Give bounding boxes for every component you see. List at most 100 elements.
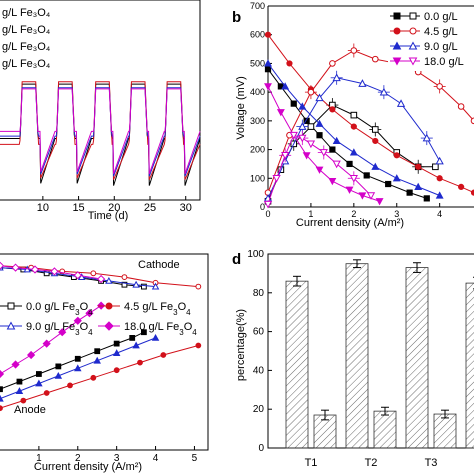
panel-c-cathode-point <box>151 282 160 290</box>
panel-c-anode-point <box>93 356 101 364</box>
panel-a-series-line <box>0 88 201 175</box>
panel-b-power-point <box>319 149 328 157</box>
panel-b-x-tick-label: 4 <box>437 209 442 219</box>
panel-a-x-axis-label: Time (d) <box>88 210 129 222</box>
panel-c-anode-point <box>15 387 24 394</box>
panel-b-polarization-point <box>281 82 290 90</box>
panel-b-polarization-point <box>329 106 336 113</box>
panel-c-anode-point <box>54 371 63 379</box>
panel-b-legend-marker-filled <box>392 57 402 66</box>
panel-d-y-tick-label: 80 <box>253 288 265 299</box>
panel-c-anode-point <box>11 360 20 369</box>
panel-a-x-tick-label: 10 <box>37 202 49 214</box>
panel-b-polarization-point <box>345 186 354 194</box>
panel-b-legend-label: 9.0 g/L <box>424 41 458 53</box>
panel-c-legend-text: O <box>80 301 89 313</box>
panel-d-bar <box>345 263 369 449</box>
panel-c-anode-point <box>151 333 160 341</box>
panel-c-legend-subscript: 3 <box>173 308 178 317</box>
panel-b-power-point <box>358 79 367 87</box>
panel-b-polarization-point <box>346 160 353 168</box>
panel-c-anode-point <box>140 329 147 336</box>
panel-b-polarization-point <box>264 31 272 38</box>
panel-b-polarization-point <box>316 132 323 139</box>
panel-b-legend-marker-open <box>409 27 417 35</box>
panel-c-anode-point <box>195 342 202 349</box>
panel-c-legend-subscript: 4 <box>88 328 93 337</box>
panel-c-anode-point <box>74 355 81 362</box>
panel-b-power-point <box>470 117 474 125</box>
panel-a-legend-entry: g/L Fe₃O₄ <box>2 58 51 70</box>
panel-b-polarization-point <box>372 137 379 145</box>
panel-d-y-tick-label: 40 <box>253 365 265 376</box>
panel-c-cathode-point <box>73 271 82 280</box>
panel-a-legend-entry: g/L Fe₃O₄ <box>2 24 51 36</box>
panel-b-power-point <box>350 111 358 119</box>
panel-b-power-point <box>329 60 336 67</box>
panel-c-anode-point <box>90 374 97 381</box>
panel-c-annotation-cathode: Cathode <box>138 259 180 271</box>
panel-a: g/L Fe₃O₄ g/L Fe₃O₄ g/L Fe₃O₄ g/L Fe₃O₄ 10… <box>0 0 201 222</box>
panel-b-polarization-point <box>363 172 370 179</box>
panel-c-legend-label: 4.5 g/L Fe3O4 <box>124 301 191 317</box>
panel-c-legend-subscript: 4 <box>88 308 93 317</box>
panel-a-x-tick-label: 25 <box>144 202 156 214</box>
panel-d-frame <box>267 253 474 449</box>
panel-c-anode-point <box>113 340 120 347</box>
panel-c-anode-point <box>16 378 23 385</box>
panel-b-legend-marker-open <box>408 41 418 50</box>
panel-c-anode-point <box>160 352 167 358</box>
panel-c-legend-subscript: 3 <box>75 328 80 337</box>
panel-d-bars: T1T2T3T4 <box>285 259 474 469</box>
panel-b-polarization-point <box>358 192 367 200</box>
panel-d-bar <box>433 413 457 449</box>
panel-b-power-point <box>436 83 443 90</box>
panel-a-legend: g/L Fe₃O₄ g/L Fe₃O₄ g/L Fe₃O₄ g/L Fe₃O₄ <box>2 7 51 70</box>
panel-c-legend-marker <box>6 321 16 330</box>
panel-b-power-point <box>366 192 376 200</box>
panel-b-polarization-point <box>375 198 384 206</box>
panel-c-x-tick-label: 4 <box>153 453 159 464</box>
panel-b-power-point <box>350 47 358 54</box>
panel-b-polarization-point <box>435 191 444 199</box>
panel-c-x-tick-label: 3 <box>114 453 120 464</box>
panel-b-power-point <box>272 174 281 183</box>
panel-b-power-point <box>332 73 341 82</box>
panel-d-y-tick-label: 20 <box>253 404 265 415</box>
panel-c-legend-text: O <box>80 321 89 333</box>
panel-c-annotation-anode: Anode <box>14 404 46 416</box>
panel-c-anode-point <box>113 367 120 374</box>
panel-b-power-point <box>315 93 324 102</box>
panel-b-polarization-point <box>286 60 293 67</box>
panel-b-power-point <box>332 160 341 169</box>
panel-d-y-tick-label: 100 <box>247 249 264 260</box>
panel-c-cathode-point <box>121 274 128 281</box>
panel-c-legend-text: O <box>178 301 187 313</box>
panel-b-y-axis-label: Voltage (mV) <box>235 76 247 140</box>
panel-c-anode-point <box>20 397 27 404</box>
panel-b-legend-marker-filled <box>393 27 401 35</box>
panel-b-power-point <box>349 174 358 183</box>
panel-b-power-point <box>379 87 389 96</box>
panel-c-cathode-point <box>121 281 128 288</box>
panel-c-anode-point <box>35 379 43 387</box>
panel-b-y-tick-label: 100 <box>250 173 265 183</box>
panel-c-cathode-point <box>90 270 97 277</box>
panel-c-cathode-point <box>97 274 106 284</box>
panel-b-polarization-point <box>350 123 357 130</box>
panel-d-y-axis-label: percentage(%) <box>235 309 247 381</box>
panel-b-polarization-point <box>436 175 443 182</box>
panel-c-anode-point <box>0 394 4 402</box>
panel-c-anode-point <box>129 335 136 341</box>
panel-a-legend-entry: g/L Fe₃O₄ <box>2 41 51 53</box>
panel-c-legend-marker <box>104 321 114 331</box>
panel-b-polarization-point <box>315 119 324 127</box>
panel-c-anode-point <box>42 339 51 348</box>
panel-c-anode-point <box>112 349 121 356</box>
panel-b-power-point <box>281 152 290 160</box>
panel-b-y-tick-label: 400 <box>250 87 265 97</box>
panel-b-polarization-point <box>371 162 380 170</box>
panel-b-x-axis-label: Current density (A/m²) <box>296 217 404 229</box>
